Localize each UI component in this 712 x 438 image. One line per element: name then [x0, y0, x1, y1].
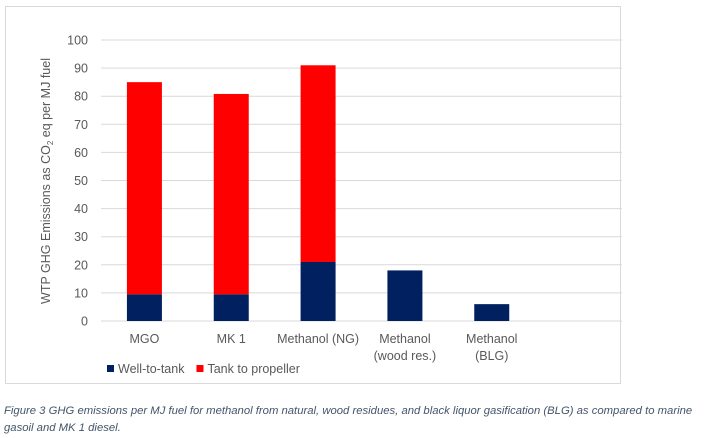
x-tick-label: Methanol	[379, 332, 430, 346]
y-tick-label: 40	[74, 202, 88, 216]
y-tick-label: 80	[74, 90, 88, 104]
y-tick-label: 20	[74, 258, 88, 272]
legend-label: Tank to propeller	[207, 362, 299, 376]
y-tick-label: 60	[74, 146, 88, 160]
bar-tank-to-propeller	[213, 93, 249, 295]
x-tick-label: (BLG)	[475, 349, 508, 363]
y-tick-label: 100	[67, 34, 88, 48]
y-tick-label: 50	[74, 174, 88, 188]
x-tick-label: (wood res.)	[374, 349, 437, 363]
bar-well-to-tank	[300, 261, 336, 321]
chart-frame	[5, 6, 621, 384]
bar-well-to-tank	[126, 294, 162, 321]
y-tick-label: 70	[74, 118, 88, 132]
y-tick-label: 10	[74, 286, 88, 300]
y-tick-label: 30	[74, 230, 88, 244]
bar-well-to-tank	[387, 270, 423, 321]
legend-label: Well-to-tank	[118, 362, 185, 376]
stacked-bar-chart: 0 10 20 30 40 50 60 70 80 90 100 MGO MK 1 Methanol (N…	[39, 34, 622, 376]
x-tick-label: Methanol (NG)	[277, 332, 359, 346]
y-tick-label: 0	[81, 315, 88, 329]
bar-tank-to-propeller	[300, 65, 336, 262]
figure-caption: Figure 3 GHG emissions per MJ fuel for m…	[4, 405, 693, 434]
y-tick-label: 90	[74, 62, 88, 76]
bar-well-to-tank	[474, 304, 510, 321]
x-tick-label: MK 1	[217, 332, 246, 346]
bar-tank-to-propeller	[126, 82, 162, 295]
legend-swatch	[107, 365, 114, 372]
bar-well-to-tank	[213, 294, 249, 321]
x-tick-label: Methanol	[466, 332, 517, 346]
legend-swatch	[196, 365, 204, 372]
x-tick-label: MGO	[129, 332, 159, 346]
y-axis-label: WTP GHG Emissions as CO2 eq per MJ fuel	[39, 58, 55, 304]
